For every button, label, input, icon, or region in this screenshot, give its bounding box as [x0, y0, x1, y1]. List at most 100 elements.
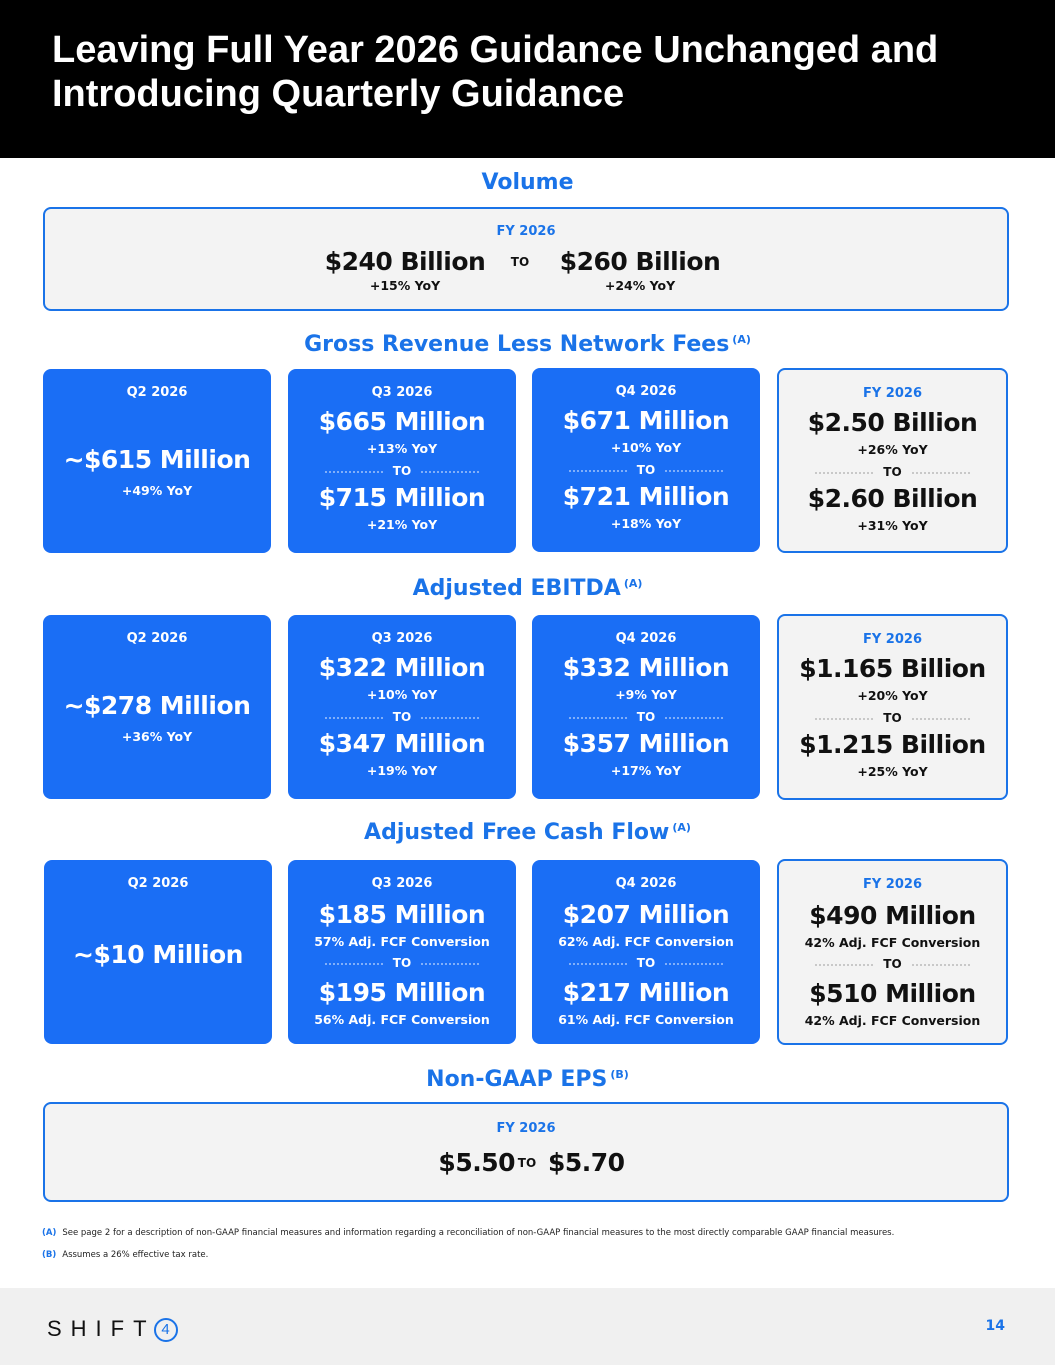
eps-to: TO: [517, 1156, 537, 1170]
revenue-card-q2: Q2 2026 ~$615 Million +49% YoY: [43, 369, 271, 553]
card-to-separator: TO: [779, 711, 1006, 725]
eps-high-value: $5.70: [548, 1148, 625, 1177]
card-to-separator: TO: [532, 463, 760, 477]
ebitda-card-q3: Q3 2026 $322 Million +10% YoY TO $347 Mi…: [288, 615, 516, 799]
card-period: Q4 2026: [615, 631, 677, 646]
card-period: Q2 2026: [126, 385, 188, 400]
card-period: FY 2026: [862, 877, 922, 892]
volume-high-value: $260 Billion: [559, 247, 721, 276]
card-low-yoy: +10% YoY: [610, 440, 682, 455]
card-high-yoy: +25% YoY: [857, 764, 928, 779]
card-low-value: $665 Million: [318, 407, 486, 436]
card-high-yoy: +17% YoY: [610, 763, 682, 778]
card-yoy: +36% YoY: [121, 729, 193, 744]
volume-box: FY 2026 $240 Billion +15% YoY TO $260 Bi…: [43, 207, 1009, 311]
card-low-yoy: +13% YoY: [366, 441, 438, 456]
revenue-footnote-mark: (A): [732, 332, 751, 346]
card-high-value: $357 Million: [562, 729, 730, 758]
shift4-logo: SHIFT 4: [47, 1316, 178, 1343]
card-to-separator: TO: [288, 956, 516, 970]
card-to-separator: TO: [288, 464, 516, 478]
fcf-card-q2: Q2 2026 ~$10 Million: [44, 860, 272, 1044]
volume-high: $260 Billion +24% YoY: [550, 247, 730, 293]
ebitda-card-fy: FY 2026 $1.165 Billion +20% YoY TO $1.21…: [777, 614, 1008, 800]
slide-header: Leaving Full Year 2026 Guidance Unchange…: [0, 0, 1055, 158]
card-low-yoy: +20% YoY: [857, 688, 928, 703]
footnotes: (A) See page 2 for a description of non-G…: [42, 1228, 1022, 1272]
card-value: ~$10 Million: [73, 940, 243, 969]
card-value: ~$278 Million: [63, 691, 251, 720]
fcf-section-title: Adjusted Free Cash Flow (A): [364, 820, 691, 845]
card-low-yoy: +26% YoY: [857, 442, 928, 457]
volume-low-yoy: +15% YoY: [369, 278, 441, 293]
ebitda-section-title: Adjusted EBITDA (A): [412, 576, 643, 601]
card-low-value: $490 Million: [809, 901, 976, 930]
footnote-a: (A) See page 2 for a description of non-G…: [42, 1228, 895, 1238]
fcf-footnote-mark: (A): [672, 820, 691, 834]
revenue-card-q4: Q4 2026 $671 Million +10% YoY TO $721 Mi…: [532, 368, 760, 552]
slide-footer: SHIFT 4 14: [0, 1288, 1055, 1365]
card-to-separator: TO: [532, 956, 760, 970]
card-yoy: +49% YoY: [121, 483, 193, 498]
card-high-yoy: +18% YoY: [610, 516, 682, 531]
card-period: Q3 2026: [371, 631, 433, 646]
card-high-value: $347 Million: [318, 729, 486, 758]
card-period: Q2 2026: [126, 631, 188, 646]
ebitda-footnote-mark: (A): [623, 576, 643, 590]
volume-period: FY 2026: [496, 224, 556, 239]
card-high-yoy: +21% YoY: [366, 517, 438, 532]
card-low-conversion: 42% Adj. FCF Conversion: [804, 935, 981, 950]
card-high-value: $510 Million: [809, 979, 976, 1008]
footnote-b: (B) Assumes a 26% effective tax rate.: [42, 1250, 209, 1260]
card-low-value: $671 Million: [562, 406, 730, 435]
card-high-conversion: 61% Adj. FCF Conversion: [558, 1012, 734, 1027]
card-low-conversion: 57% Adj. FCF Conversion: [314, 934, 490, 949]
ebitda-card-q2: Q2 2026 ~$278 Million +36% YoY: [43, 615, 271, 799]
card-period: Q2 2026: [127, 876, 189, 891]
card-low-value: $332 Million: [562, 653, 730, 682]
fcf-card-fy: FY 2026 $490 Million 42% Adj. FCF Conver…: [777, 859, 1008, 1045]
card-low-value: $185 Million: [318, 900, 486, 929]
card-low-conversion: 62% Adj. FCF Conversion: [558, 934, 734, 949]
eps-box: FY 2026 $5.50 TO $5.70: [43, 1102, 1009, 1202]
card-period: Q4 2026: [615, 384, 677, 399]
card-low-value: $207 Million: [562, 900, 730, 929]
card-low-value: $1.165 Billion: [799, 654, 986, 683]
card-to-separator: TO: [779, 957, 1006, 971]
eps-footnote-mark: (B): [610, 1067, 629, 1081]
card-to-separator: TO: [779, 465, 1006, 479]
card-high-value: $2.60 Billion: [807, 484, 978, 513]
card-high-conversion: 56% Adj. FCF Conversion: [314, 1012, 490, 1027]
volume-high-yoy: +24% YoY: [604, 278, 676, 293]
card-period: Q4 2026: [615, 876, 677, 891]
card-high-value: $217 Million: [562, 978, 730, 1007]
card-low-yoy: +10% YoY: [366, 687, 438, 702]
eps-low-value: $5.50: [438, 1148, 515, 1177]
page-number: 14: [985, 1318, 1005, 1334]
fcf-card-q4: Q4 2026 $207 Million 62% Adj. FCF Conver…: [532, 860, 760, 1044]
card-high-yoy: +19% YoY: [366, 763, 438, 778]
card-period: Q3 2026: [371, 876, 433, 891]
volume-to: TO: [510, 255, 530, 269]
volume-low-value: $240 Billion: [324, 247, 486, 276]
card-low-value: $2.50 Billion: [807, 408, 978, 437]
card-period: FY 2026: [862, 386, 922, 401]
page-title: Leaving Full Year 2026 Guidance Unchange…: [52, 29, 939, 115]
volume-section-title: Volume: [481, 170, 574, 195]
card-value: ~$615 Million: [63, 445, 251, 474]
card-to-separator: TO: [288, 710, 516, 724]
revenue-section-title: Gross Revenue Less Network Fees (A): [304, 332, 751, 357]
card-period: FY 2026: [862, 632, 922, 647]
revenue-card-q3: Q3 2026 $665 Million +13% YoY TO $715 Mi…: [288, 369, 516, 553]
card-to-separator: TO: [532, 710, 760, 724]
card-high-yoy: +31% YoY: [857, 518, 928, 533]
ebitda-card-q4: Q4 2026 $332 Million +9% YoY TO $357 Mil…: [532, 615, 760, 799]
card-low-value: $322 Million: [318, 653, 486, 682]
card-high-conversion: 42% Adj. FCF Conversion: [804, 1013, 981, 1028]
eps-period: FY 2026: [496, 1121, 556, 1136]
logo-four-icon: 4: [153, 1318, 178, 1343]
fcf-card-q3: Q3 2026 $185 Million 57% Adj. FCF Conver…: [288, 860, 516, 1044]
revenue-card-fy: FY 2026 $2.50 Billion +26% YoY TO $2.60 …: [777, 368, 1008, 553]
card-high-value: $195 Million: [318, 978, 486, 1007]
card-high-value: $721 Million: [562, 482, 730, 511]
